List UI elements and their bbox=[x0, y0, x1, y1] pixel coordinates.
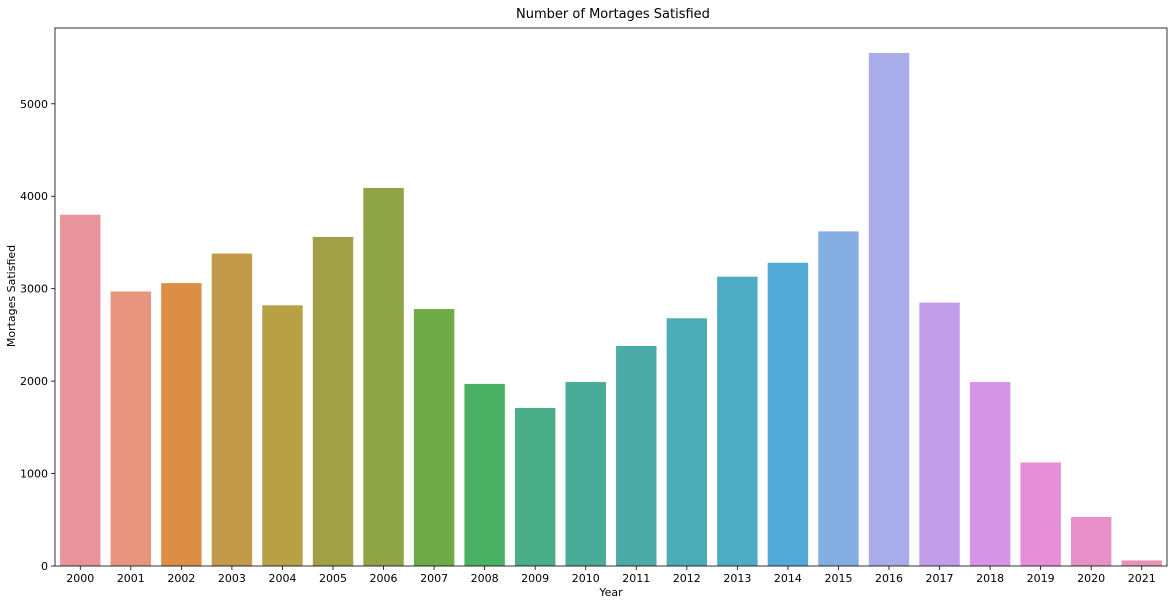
bars-group bbox=[60, 52, 1162, 567]
x-tick-label: 2000 bbox=[66, 572, 94, 585]
bar-2002 bbox=[161, 283, 202, 566]
bar-2010 bbox=[565, 382, 606, 566]
y-tick-label: 5000 bbox=[20, 98, 48, 111]
bar-2004 bbox=[262, 305, 303, 566]
bar-2019 bbox=[1020, 462, 1061, 566]
x-tick-label: 2004 bbox=[268, 572, 296, 585]
bar-2001 bbox=[110, 291, 152, 566]
x-tick-label: 2019 bbox=[1027, 572, 1055, 585]
plot-frame bbox=[54, 27, 1168, 567]
x-tick-label: 2008 bbox=[471, 572, 499, 585]
bar-2018 bbox=[969, 382, 1011, 566]
x-tick-label: 2003 bbox=[218, 572, 246, 585]
y-tick-label: 0 bbox=[41, 560, 48, 573]
y-tick-label: 1000 bbox=[20, 468, 48, 481]
bar-2016 bbox=[868, 52, 910, 567]
bar-2000 bbox=[60, 214, 101, 566]
x-tick-label: 2016 bbox=[875, 572, 903, 585]
bar-2020 bbox=[1070, 517, 1112, 566]
bar-2015 bbox=[818, 231, 859, 567]
y-tick-label: 2000 bbox=[20, 375, 48, 388]
x-tick-label: 2017 bbox=[926, 572, 954, 585]
bar-2013 bbox=[717, 276, 758, 566]
y-axis-title: Mortages Satisfied bbox=[5, 245, 18, 347]
bar-2021 bbox=[1121, 560, 1162, 566]
x-tick-label: 2001 bbox=[117, 572, 145, 585]
bar-2003 bbox=[211, 253, 253, 566]
y-tick-label: 3000 bbox=[20, 283, 48, 296]
bar-2017 bbox=[919, 302, 960, 566]
x-tick-label: 2012 bbox=[673, 572, 701, 585]
y-axis-ticks: 0 1000 2000 3000 4000 5000 bbox=[20, 98, 55, 573]
x-tick-label: 2014 bbox=[774, 572, 802, 585]
bar-2008 bbox=[464, 383, 505, 566]
bar-2009 bbox=[514, 407, 556, 566]
x-tick-label: 2018 bbox=[976, 572, 1004, 585]
bar-2014 bbox=[767, 262, 809, 566]
bar-2011 bbox=[616, 345, 657, 566]
x-tick-label: 2020 bbox=[1077, 572, 1105, 585]
y-tick-label: 4000 bbox=[20, 190, 48, 203]
x-tick-label: 2010 bbox=[572, 572, 600, 585]
x-tick-label: 2006 bbox=[370, 572, 398, 585]
x-tick-label: 2009 bbox=[521, 572, 549, 585]
x-tick-label: 2013 bbox=[723, 572, 751, 585]
x-axis-title: Year bbox=[598, 586, 623, 599]
x-tick-label: 2005 bbox=[319, 572, 347, 585]
x-tick-label: 2002 bbox=[167, 572, 195, 585]
chart-title: Number of Mortages Satisfied bbox=[516, 7, 710, 22]
bar-2006 bbox=[363, 187, 404, 566]
x-axis-ticks: 2000 2001 2002 2003 2004 2005 2006 2007 2008 2009… bbox=[66, 566, 1156, 585]
x-tick-label: 2007 bbox=[420, 572, 448, 585]
bar-2005 bbox=[312, 236, 354, 566]
x-tick-label: 2011 bbox=[622, 572, 650, 585]
bar-2007 bbox=[413, 309, 455, 566]
bar-2012 bbox=[666, 318, 708, 566]
x-tick-label: 2015 bbox=[824, 572, 852, 585]
x-tick-label: 2021 bbox=[1128, 572, 1156, 585]
